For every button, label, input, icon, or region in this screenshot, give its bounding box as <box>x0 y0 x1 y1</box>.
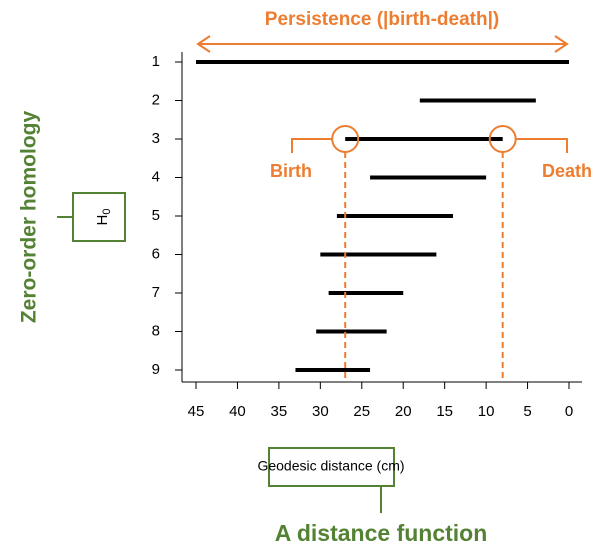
homology-box <box>72 192 126 242</box>
y-tick-label: 9 <box>152 361 160 378</box>
homology-label: H0 <box>94 209 113 226</box>
x-tick-label: 45 <box>188 403 205 420</box>
y-tick-label: 5 <box>152 207 160 224</box>
x-tick-label: 25 <box>353 403 370 420</box>
x-label-box <box>268 447 395 487</box>
y-tick-label: 8 <box>152 322 160 339</box>
y-tick-label: 4 <box>152 168 160 185</box>
birth-label: Birth <box>270 161 312 181</box>
distance-function-label: A distance function <box>275 520 488 546</box>
x-tick-label: 15 <box>436 403 453 420</box>
death-label: Death <box>542 161 592 181</box>
arrow-head <box>196 35 211 53</box>
x-tick-label: 5 <box>523 403 531 420</box>
x-tick-label: 40 <box>229 403 246 420</box>
death-bracket <box>515 138 568 153</box>
y-tick-label: 7 <box>152 284 160 301</box>
x-tick-label: 35 <box>271 403 288 420</box>
arrow-head <box>554 35 569 53</box>
y-tick-label: 1 <box>152 53 160 70</box>
y-tick-label: 6 <box>152 245 160 262</box>
x-tick-label: 30 <box>312 403 329 420</box>
homology-base: H <box>94 215 111 226</box>
x-tick-label: 0 <box>565 403 573 420</box>
x-axis-label: Geodesic distance (cm) <box>257 458 404 474</box>
homology-name: Zero-order homology <box>18 111 41 324</box>
chart-title: Persistence (|birth-death|) <box>265 9 499 30</box>
birth-bracket <box>291 138 333 153</box>
x-tick-label: 10 <box>478 403 495 420</box>
x-tick-label: 20 <box>395 403 412 420</box>
homology-subscript: 0 <box>101 209 113 215</box>
y-tick-label: 2 <box>152 91 160 108</box>
y-tick-label: 3 <box>152 130 160 147</box>
